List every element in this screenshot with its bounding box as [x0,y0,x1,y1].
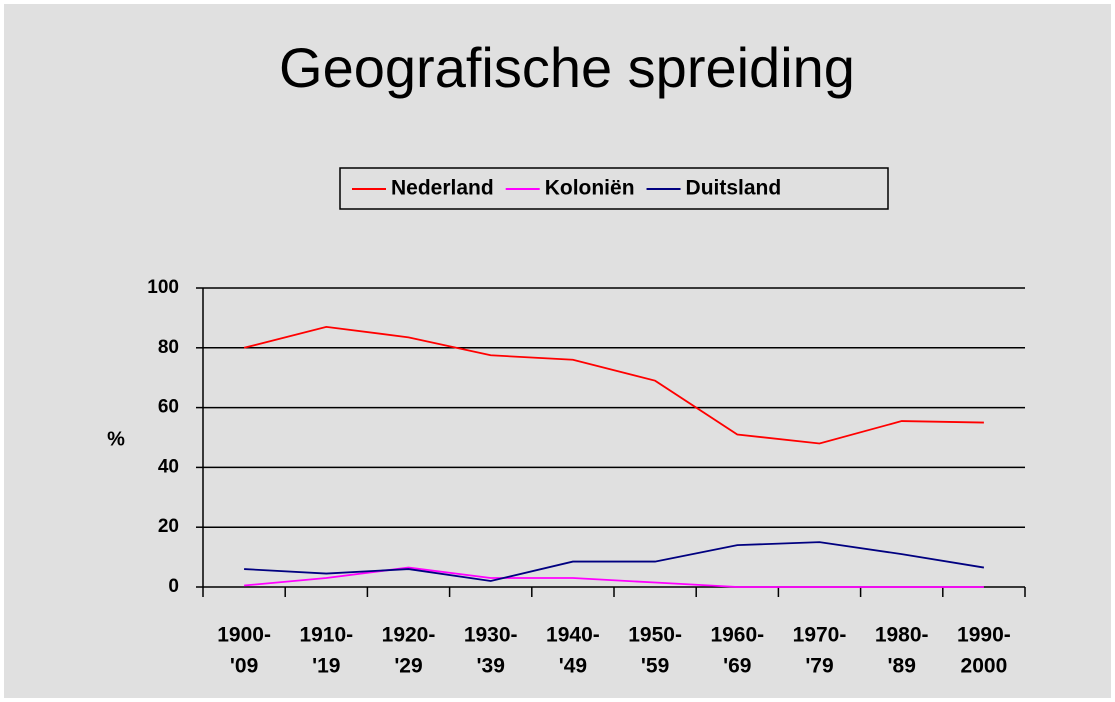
series-line [243,325,984,445]
y-tick-label: 60 [158,397,179,418]
y-tick-label: 0 [168,576,179,597]
legend-box [339,167,889,210]
x-tick-label: '29 [394,655,422,678]
x-tick-label: 1960- [710,624,764,647]
x-tick-label: '09 [230,655,258,678]
x-tick-label: 1950- [628,624,682,647]
x-tick-label: 1920- [382,624,436,647]
x-tick-label: 1970- [793,624,847,647]
y-tick-label: 40 [158,456,179,477]
x-tick-label: 1910- [299,624,353,647]
legend-label: Nederland [391,177,494,200]
y-tick-label: 100 [147,277,179,298]
x-tick-label: 2000 [961,655,1008,678]
x-tick-label: '59 [641,655,669,678]
legend: Nederland Koloniën Duitsland [339,167,889,210]
background [4,4,1111,698]
series-line [244,541,985,582]
legend-label: Duitsland [686,177,782,200]
chart-title: Geografische spreiding [279,36,855,99]
x-tick-label: '49 [559,655,587,678]
x-tick-label: '39 [477,655,505,678]
x-tick-label: 1900- [217,624,271,647]
x-tick-label: '89 [888,655,916,678]
x-tick-label: '79 [805,655,833,678]
x-tick-label: '69 [723,655,751,678]
x-tick-label: 1990- [957,624,1011,647]
x-tick-label: 1930- [464,624,518,647]
x-tick-label: 1940- [546,624,600,647]
y-axis-label: % [107,428,125,450]
series-line [244,566,984,588]
legend-label: Koloniën [545,177,635,200]
x-tick-label: '19 [312,655,340,678]
y-tick-label: 20 [158,516,179,537]
x-tick-label: 1980- [875,624,929,647]
y-tick-label: 80 [158,337,179,358]
